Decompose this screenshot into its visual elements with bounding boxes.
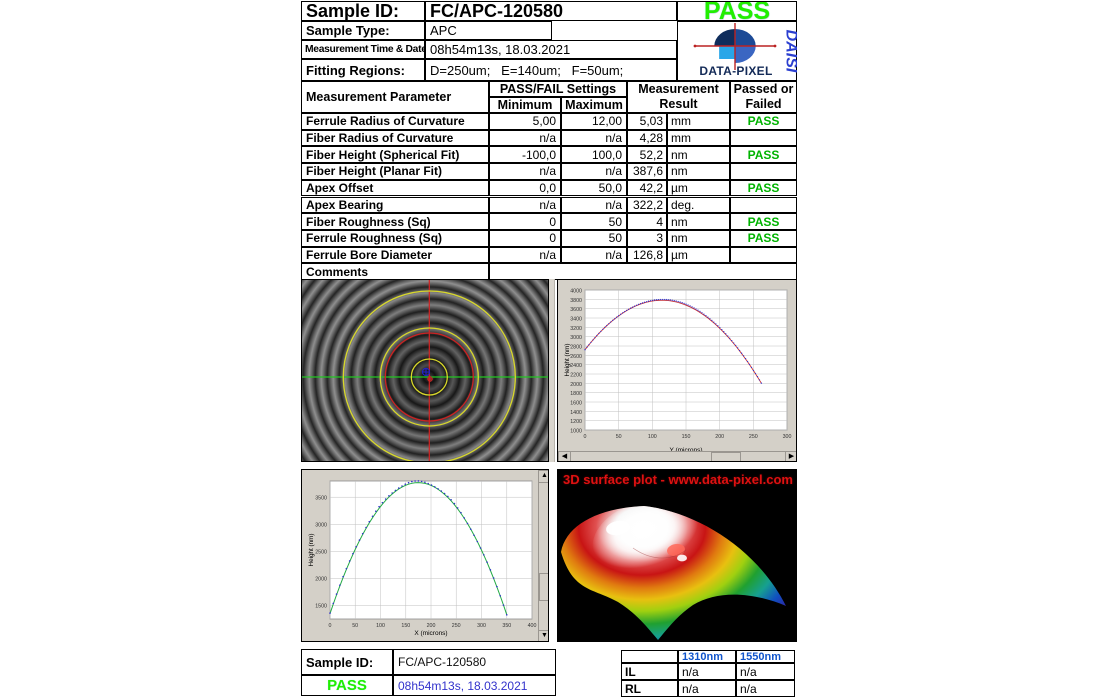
svg-text:250: 250 [452, 623, 461, 629]
svg-text:2400: 2400 [570, 363, 582, 369]
svg-text:0: 0 [584, 434, 587, 440]
svg-text:1000: 1000 [570, 429, 582, 435]
svg-text:3600: 3600 [570, 307, 582, 313]
svg-text:1800: 1800 [570, 391, 582, 397]
svg-text:250: 250 [749, 434, 758, 440]
svg-text:3000: 3000 [570, 335, 582, 341]
svg-text:X (microns): X (microns) [414, 630, 447, 637]
svg-text:2500: 2500 [315, 550, 327, 556]
svg-text:400: 400 [528, 623, 537, 629]
svg-text:3800: 3800 [570, 298, 582, 304]
svg-text:Height (nm): Height (nm) [308, 534, 315, 567]
svg-text:2000: 2000 [570, 382, 582, 388]
svg-text:350: 350 [502, 623, 511, 629]
svg-text:1500: 1500 [315, 604, 327, 610]
svg-text:50: 50 [352, 623, 358, 629]
svg-text:1600: 1600 [570, 401, 582, 407]
svg-text:1200: 1200 [570, 419, 582, 425]
svg-text:2800: 2800 [570, 345, 582, 351]
svg-text:150: 150 [682, 434, 691, 440]
svg-text:0: 0 [329, 623, 332, 629]
svg-text:4000: 4000 [570, 289, 582, 295]
svg-text:300: 300 [477, 623, 486, 629]
svg-text:150: 150 [401, 623, 410, 629]
svg-text:100: 100 [648, 434, 657, 440]
svg-text:200: 200 [715, 434, 724, 440]
svg-text:3000: 3000 [315, 523, 327, 529]
svg-text:100: 100 [376, 623, 385, 629]
svg-text:2600: 2600 [570, 354, 582, 360]
svg-text:200: 200 [427, 623, 436, 629]
svg-text:2000: 2000 [315, 577, 327, 583]
svg-text:Height (nm): Height (nm) [564, 344, 571, 377]
svg-text:3400: 3400 [570, 317, 582, 323]
svg-text:50: 50 [616, 434, 622, 440]
svg-text:1400: 1400 [570, 410, 582, 416]
svg-text:2200: 2200 [570, 373, 582, 379]
svg-text:3200: 3200 [570, 326, 582, 332]
svg-text:300: 300 [783, 434, 792, 440]
svg-text:DATA-PIXEL: DATA-PIXEL [699, 64, 772, 78]
svg-text:3500: 3500 [315, 495, 327, 501]
